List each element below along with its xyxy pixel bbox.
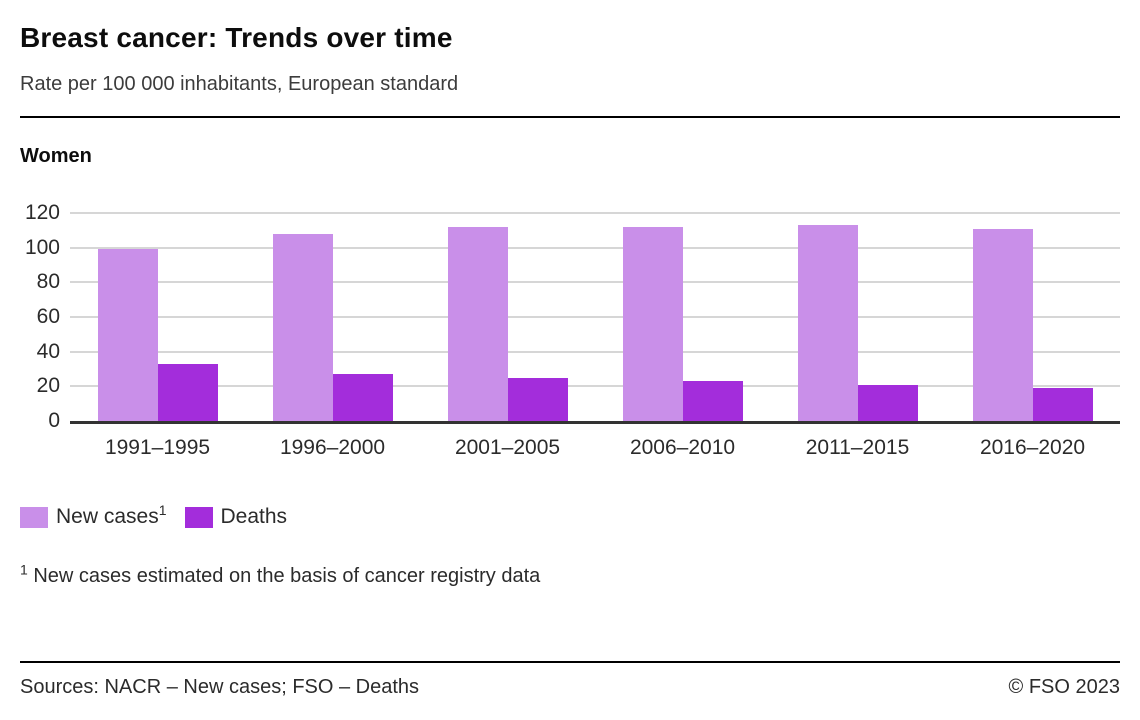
footnote-marker: 1 [20,561,28,578]
bar-group-2016–2020 [972,228,1093,421]
y-tick-label-20: 20 [36,374,60,398]
page-title: Breast cancer: Trends over time [20,22,453,53]
y-tick-label-40: 40 [36,339,60,363]
section-label-women: Women [20,145,92,167]
page-subtitle: Rate per 100 000 inhabitants, European s… [20,73,459,95]
bar-group-1991–1995 [97,249,218,421]
bar-new-cases [797,225,858,421]
x-tick-label: 1996–2000 [279,436,386,459]
chart-legend: New cases1 Deaths [20,502,305,529]
gridline-40 [70,350,1120,353]
x-tick-label: 2016–2020 [979,436,1086,459]
bar-deaths [507,377,568,421]
bar-group-2001–2005 [447,226,568,421]
y-tick-label-60: 60 [36,305,60,328]
legend-swatch [20,506,48,528]
header-divider [20,116,1120,118]
legend-item-deaths: Deaths [184,505,288,529]
y-tick-label-120: 120 [24,201,60,224]
gridline-120 [70,212,1120,214]
copyright-text: © FSO 2023 [1008,676,1120,698]
y-tick-label-80: 80 [36,270,60,294]
y-tick-label-0: 0 [48,409,60,432]
x-tick-label: 1991–1995 [104,436,211,459]
bar-new-cases [622,226,683,421]
gridline-100 [70,246,1120,249]
bar-group-2006–2010 [622,226,743,421]
bar-new-cases [97,249,158,421]
bar-group-2011–2015 [797,225,918,421]
footer-divider [20,661,1120,663]
footnote: 1 New cases estimated on the basis of ca… [20,562,541,588]
bar-deaths [682,381,743,421]
bar-deaths [1032,388,1093,421]
footer: Sources: NACR – New cases; FSO – Deaths … [20,676,1120,699]
legend-item-new-cases: New cases1 [20,502,167,529]
bar-deaths [857,384,918,421]
sources-text: Sources: NACR – New cases; FSO – Deaths [20,676,420,698]
gridline-80 [70,281,1120,284]
bar-new-cases [972,228,1033,421]
x-tick-label: 2006–2010 [629,436,736,459]
footnote-text: New cases estimated on the basis of canc… [27,565,541,587]
x-tick-label: 2001–2005 [454,436,561,459]
bar-deaths [332,374,393,421]
bar-new-cases [447,226,508,421]
y-axis: 0 20 40 60 80 100 120 [20,202,60,432]
legend-label: New cases1 [56,502,167,528]
bar-group-1996–2000 [272,233,393,421]
bar-new-cases [272,233,333,421]
gridline-60 [70,316,1120,318]
y-tick-label-100: 100 [24,235,60,259]
x-tick-label: 2011–2015 [805,436,910,459]
legend-label: Deaths [220,505,288,528]
x-axis: 1991–1995 1996–2000 2001–2005 2006–2010 2011… [70,436,1120,460]
plot-area [70,212,1120,424]
bar-chart: 0 20 40 60 80 100 120 [20,202,1120,432]
gridline-20 [70,385,1120,388]
legend-swatch [184,506,213,528]
bar-deaths [157,363,218,421]
